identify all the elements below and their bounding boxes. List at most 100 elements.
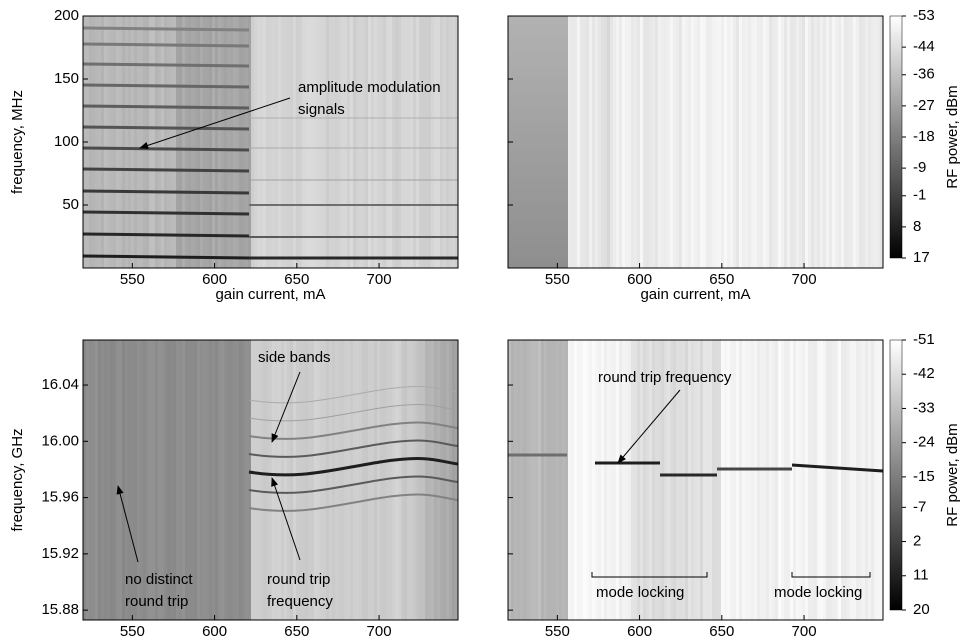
heatmap-column	[778, 340, 781, 620]
heatmap-column	[619, 16, 622, 268]
colorbar	[889, 15, 903, 259]
signal-stripe	[248, 493, 459, 512]
heatmap-column	[230, 16, 233, 268]
heatmap-column	[293, 340, 296, 620]
heatmap-column	[520, 340, 523, 620]
heatmap-column	[652, 340, 655, 620]
heatmap-column	[565, 340, 568, 620]
heatmap-column	[446, 16, 449, 268]
signal-stripe	[82, 189, 250, 195]
heatmap-column	[317, 16, 320, 268]
heatmap-column	[682, 340, 685, 620]
heatmap-column	[314, 340, 317, 620]
heatmap-column	[700, 16, 703, 268]
heatmap-column	[826, 16, 829, 268]
heatmap-column	[871, 16, 874, 268]
heatmap-column	[185, 340, 188, 620]
heatmap-column	[523, 16, 526, 268]
heatmap-column	[541, 16, 544, 268]
heatmap-column	[682, 16, 685, 268]
heatmap-column	[161, 16, 164, 268]
heatmap-column	[263, 340, 266, 620]
heatmap-column	[724, 16, 727, 268]
x-tick-label: 650	[284, 623, 309, 639]
heatmap-column	[209, 16, 212, 268]
heatmap-column	[691, 16, 694, 268]
x-tick-label: 700	[367, 623, 392, 639]
heatmap-column	[233, 340, 236, 620]
colorbar	[889, 339, 903, 611]
heatmap-column	[856, 340, 859, 620]
heatmap-column	[344, 340, 347, 620]
colorbar-tick-label: -51	[913, 331, 935, 348]
heatmap-column	[559, 16, 562, 268]
heatmap-column	[679, 340, 682, 620]
heatmap-column	[637, 340, 640, 620]
heatmap-column	[631, 340, 634, 620]
heatmap-column	[598, 340, 601, 620]
heatmap-column	[637, 16, 640, 268]
heatmap-column	[607, 340, 610, 620]
colorbar-label: RF power, dBm	[944, 85, 961, 188]
heatmap-column	[278, 16, 281, 268]
signal-stripe	[82, 125, 250, 131]
annotation: mode locking	[596, 584, 684, 601]
heatmap-column	[194, 340, 197, 620]
heatmap-column	[419, 16, 422, 268]
heatmap-column	[511, 340, 514, 620]
heatmap-column	[311, 340, 314, 620]
heatmap-column	[332, 340, 335, 620]
heatmap-column	[407, 340, 410, 620]
heatmap-column	[574, 340, 577, 620]
heatmap-column	[320, 16, 323, 268]
heatmap-column	[452, 16, 455, 268]
heatmap-column	[350, 16, 353, 268]
heatmap-column	[601, 340, 604, 620]
heatmap-column	[601, 16, 604, 268]
heatmap-column	[140, 16, 143, 268]
heatmap-column	[604, 16, 607, 268]
heatmap-column	[730, 16, 733, 268]
heatmap-column	[137, 16, 140, 268]
heatmap-column	[859, 340, 862, 620]
heatmap-column	[658, 16, 661, 268]
heatmap-column	[811, 340, 814, 620]
heatmap-column	[646, 16, 649, 268]
heatmap-column	[125, 340, 128, 620]
heatmap-column	[529, 16, 532, 268]
heatmap-column	[200, 340, 203, 620]
heatmap-column	[116, 340, 119, 620]
heatmap-column	[236, 16, 239, 268]
heatmap-column	[314, 16, 317, 268]
heatmap-column	[625, 340, 628, 620]
heatmap-column	[730, 340, 733, 620]
heatmap-column	[604, 340, 607, 620]
heatmap-column	[377, 16, 380, 268]
heatmap-column	[245, 16, 248, 268]
heatmap-column	[865, 16, 868, 268]
heatmap-column	[706, 340, 709, 620]
annotation: side bands	[258, 349, 331, 366]
heatmap-column	[622, 16, 625, 268]
heatmap-column	[422, 340, 425, 620]
heatmap-column	[850, 16, 853, 268]
x-tick-label: 650	[709, 271, 734, 288]
heatmap-column	[634, 16, 637, 268]
heatmap-column	[335, 340, 338, 620]
heatmap-column	[553, 340, 556, 620]
signal-stripe	[248, 404, 459, 422]
heatmap-column	[443, 16, 446, 268]
heatmap-column	[781, 340, 784, 620]
x-tick-label: 600	[627, 271, 652, 288]
heatmap-column	[616, 340, 619, 620]
heatmap-column	[844, 16, 847, 268]
heatmap-column	[862, 16, 865, 268]
heatmap-column	[320, 340, 323, 620]
heatmap-column	[203, 16, 206, 268]
heatmap-column	[595, 16, 598, 268]
heatmap-column	[305, 340, 308, 620]
heatmap-column	[131, 340, 134, 620]
heatmap-column	[401, 340, 404, 620]
heatmap-column	[395, 16, 398, 268]
signal-stripe	[82, 254, 250, 260]
